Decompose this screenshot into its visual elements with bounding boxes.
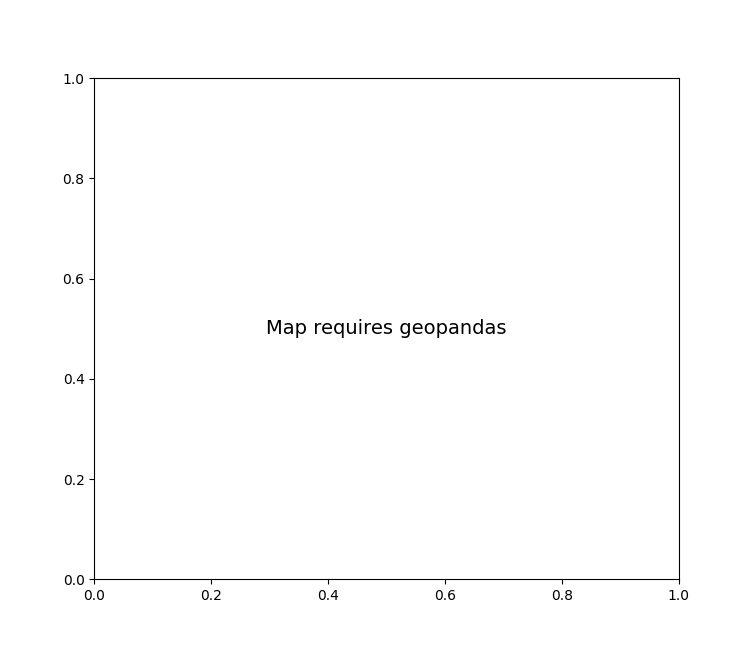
Text: Map requires geopandas: Map requires geopandas xyxy=(266,319,507,339)
